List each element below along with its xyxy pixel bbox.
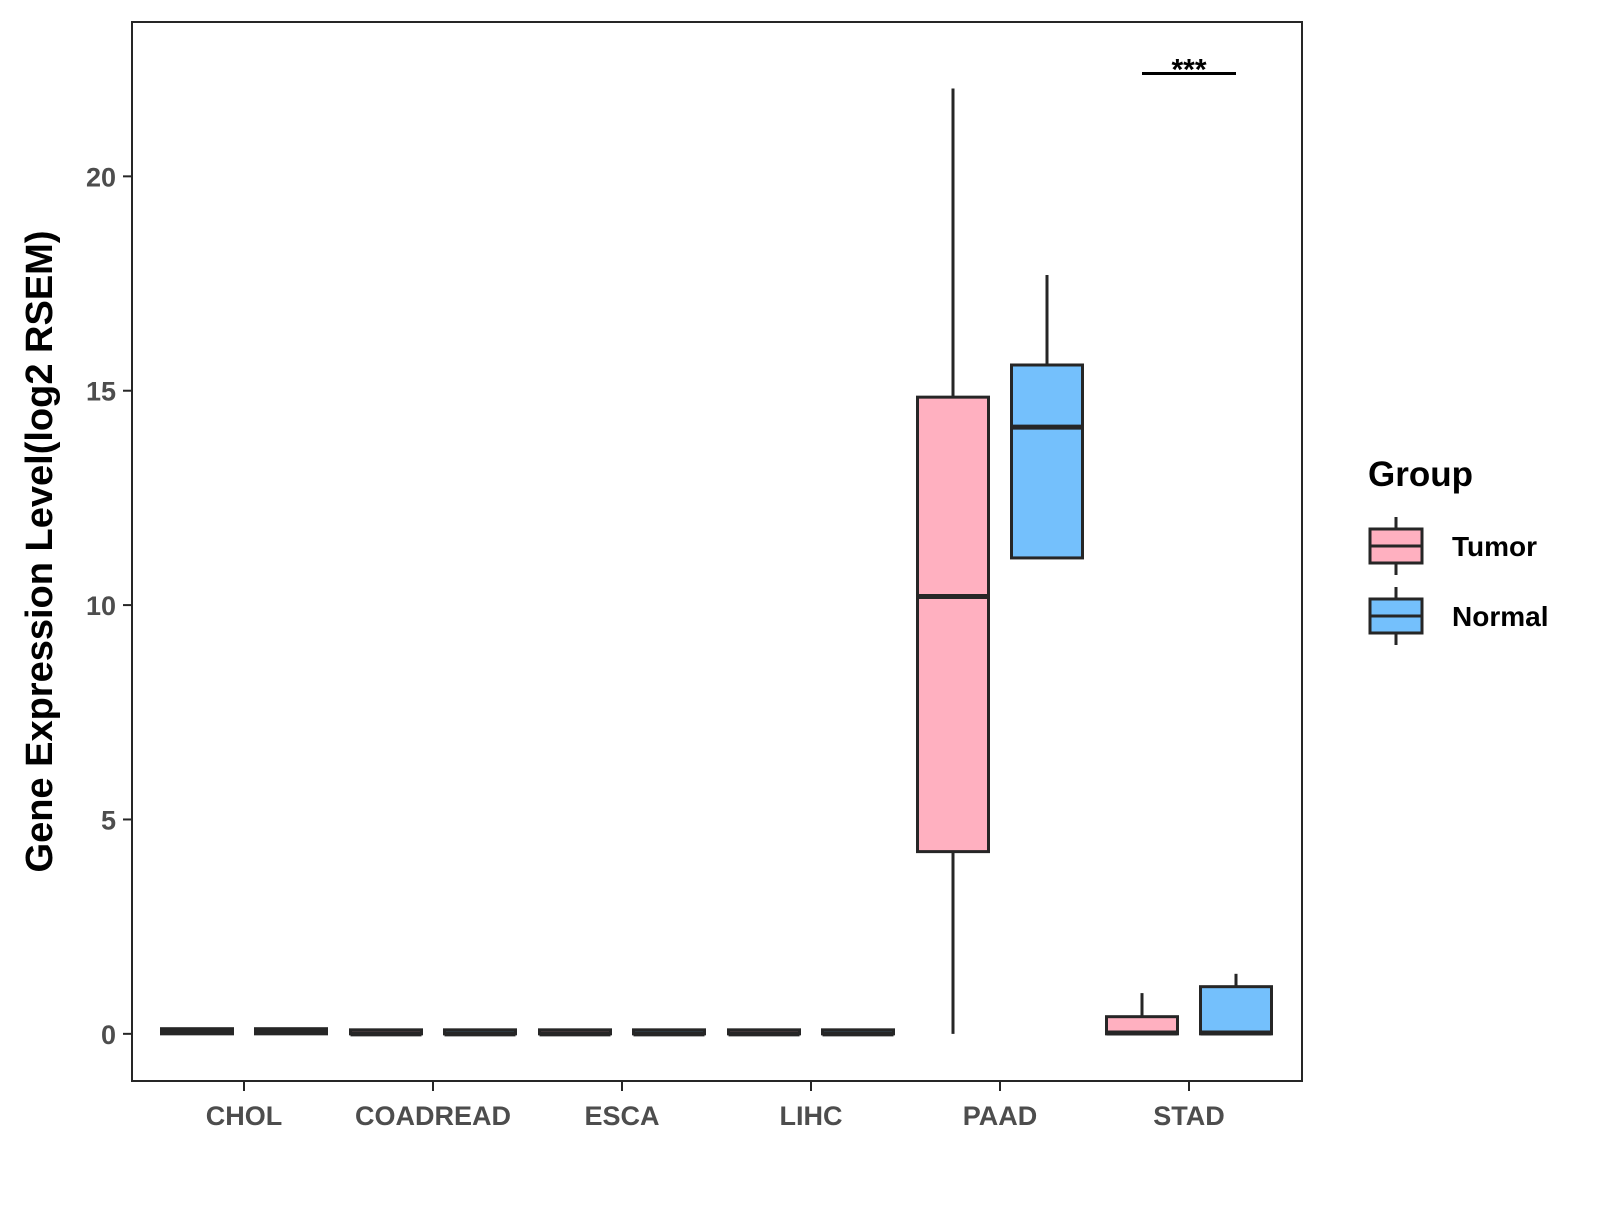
y-tick-label: 20 xyxy=(86,162,116,192)
box-normal-stad xyxy=(1199,973,1273,1036)
y-tick-label: 5 xyxy=(101,805,116,835)
x-tick-label: PAAD xyxy=(963,1101,1038,1131)
box-normal-paad xyxy=(1010,274,1084,560)
box-normal-lihc xyxy=(821,1028,895,1037)
legend-label-tumor: Tumor xyxy=(1452,531,1537,562)
x-tick-label: LIHC xyxy=(780,1101,843,1131)
box-body xyxy=(916,395,990,854)
box-normal-esca xyxy=(632,1028,706,1037)
box-tumor-stad xyxy=(1105,993,1179,1036)
box-tumor-paad xyxy=(916,88,990,1034)
legend-title: Group xyxy=(1368,455,1473,494)
x-tick-label: STAD xyxy=(1153,1101,1225,1131)
box-tumor-esca xyxy=(538,1028,612,1037)
box-body xyxy=(1010,363,1084,560)
legend-key-normal xyxy=(1368,587,1424,645)
plot-panel xyxy=(131,21,1303,1082)
y-tick-label: 0 xyxy=(101,1020,116,1050)
box-tumor-coadread xyxy=(349,1028,423,1037)
significance-label: *** xyxy=(1171,53,1206,86)
y-tick-label: 15 xyxy=(86,377,116,407)
box-normal-chol xyxy=(254,1027,328,1036)
box-tumor-lihc xyxy=(727,1028,801,1037)
x-tick-label: CHOL xyxy=(206,1101,283,1131)
legend-label-normal: Normal xyxy=(1452,601,1548,632)
x-tick-label: ESCA xyxy=(584,1101,659,1131)
y-axis-title: Gene Expression Level(log2 RSEM) xyxy=(19,231,61,873)
box-normal-coadread xyxy=(443,1028,517,1037)
legend: Group Tumor Normal xyxy=(1368,455,1548,645)
box-tumor-chol xyxy=(160,1027,234,1036)
legend-key-tumor xyxy=(1368,517,1424,575)
y-tick-label: 10 xyxy=(86,591,116,621)
x-tick-label: COADREAD xyxy=(355,1101,511,1131)
box-body xyxy=(1199,985,1273,1036)
